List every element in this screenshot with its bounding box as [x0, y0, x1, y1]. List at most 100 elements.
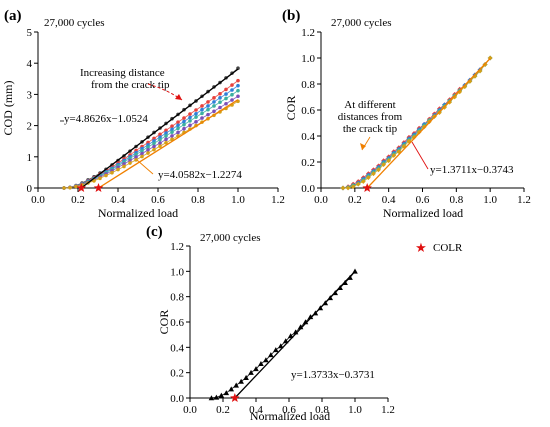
panel-a-data-point: [134, 155, 138, 159]
panel-a-data-point: [134, 152, 138, 157]
panel-a-data-point: [218, 105, 222, 110]
panel-a-fit-label-lower: y=4.0582x−1.2274: [158, 169, 242, 181]
panel-a-data-point: [206, 104, 210, 108]
panel-c-y-tick-label: 0.0: [170, 393, 184, 405]
panel-a-data-point: [128, 158, 132, 163]
panel-c: (c) 27,000 cycles COR Normalized load y=…: [146, 224, 463, 423]
panel-c-x-tick-label: 0.0: [183, 404, 197, 416]
panel-a-data-point: [182, 126, 186, 131]
panel-a-data-point: [224, 101, 228, 106]
panel-b-y-tick-label: 1.0: [301, 53, 315, 65]
panel-a-data-point: [152, 141, 156, 146]
panel-a-x-tick-label: 0.4: [111, 194, 125, 206]
panel-a-data-point: [74, 184, 78, 189]
panel-c-y-tick-label: 0.8: [170, 292, 184, 304]
panel-c-x-tick-label: 0.8: [315, 404, 329, 416]
panel-b-data-point: [350, 184, 356, 190]
panel-a-y-tick-label: 3: [27, 89, 33, 101]
panel-c-data-point: [258, 361, 264, 367]
panel-a-data-point: [152, 144, 156, 149]
panel-b-x-tick-label: 0.6: [416, 194, 430, 206]
panel-a-tag: (a): [4, 8, 22, 24]
panel-a-x-tick-label: 1.0: [231, 194, 245, 206]
panel-b-fit-label: y=1.3711x−0.3743: [430, 164, 514, 176]
panel-a-data-point: [200, 116, 204, 120]
panel-a-fit-line-1: [98, 99, 239, 189]
panel-c-data-point: [268, 352, 274, 358]
panel-a-data-point: [236, 83, 240, 88]
panel-a-data-point: [152, 139, 156, 143]
panel-a-data-point: [164, 137, 168, 142]
panel-c-data-point: [233, 382, 239, 388]
panel-b-tag: (b): [282, 8, 300, 24]
panel-b-x-tick-label: 0.4: [382, 194, 396, 206]
panel-c-y-tick-label: 1.0: [170, 266, 184, 278]
panel-b-data-point: [360, 179, 366, 184]
panel-a-data-point: [158, 144, 162, 148]
panel-a-data-point: [206, 107, 210, 112]
panel-a-data-point: [236, 78, 240, 83]
panel-a-data-point: [140, 151, 144, 156]
panel-a-data-point: [230, 83, 234, 87]
panel-a-data-point: [140, 149, 144, 153]
panel-a-data-point: [200, 104, 204, 108]
panel-a-data-point: [170, 124, 174, 129]
panel-b-data-point: [411, 134, 417, 140]
panel-a-fit-label-upper: y=4.8626x−1.0524: [64, 113, 148, 125]
panel-a-data-point: [194, 108, 198, 112]
panel-c-cycles-note: 27,000 cycles: [200, 232, 260, 244]
panel-b-data-point: [452, 94, 458, 100]
panel-b-colr-star-0: [362, 183, 372, 193]
panel-c-data-point: [208, 395, 215, 401]
panel-a-data-point: [128, 161, 132, 165]
panel-c-colr-star-0: [230, 393, 240, 403]
panel-a-data-point: [104, 173, 108, 178]
panel-a-data-point: [182, 116, 186, 120]
panel-a-data-point: [212, 100, 216, 104]
panel-b-data-point: [457, 89, 463, 95]
panel-a-data-point: [146, 148, 150, 152]
panel-a-data-point: [206, 112, 210, 117]
panel-a-data-point: [164, 128, 168, 133]
panel-a-data-point: [122, 164, 126, 169]
panel-a-x-tick-label: 0.2: [71, 194, 85, 206]
panel-a-data-point: [152, 136, 156, 141]
panel-c-data-point: [218, 392, 225, 398]
panel-a-data-point: [206, 100, 210, 104]
panel-c-data-point: [243, 374, 249, 380]
panel-b-x-tick-label: 1.0: [483, 194, 497, 206]
panel-c-data-point: [228, 386, 235, 392]
panel-c-data-point: [263, 357, 269, 363]
panel-b-data-point: [386, 158, 392, 164]
panel-a-x-tick-label: 0.6: [151, 194, 165, 206]
panel-a-data-point: [218, 96, 222, 100]
panel-c-x-tick-label: 0.2: [216, 404, 230, 416]
panel-b-data-point: [462, 84, 468, 89]
panel-b-ylabel: COR: [284, 96, 298, 121]
panel-a-x-tick-label: 0.0: [31, 194, 45, 206]
panel-a-data-point: [212, 104, 216, 108]
panel-c-data-point: [277, 343, 284, 349]
panel-b-y-tick-label: 0.2: [301, 157, 315, 169]
panel-a-data-point: [182, 122, 186, 127]
panel-b-data-point: [421, 124, 427, 130]
panel-a-data-point: [92, 179, 96, 183]
panel-b: (b) 27,000 cycles COR Normalized load At…: [282, 8, 531, 220]
panel-a-dashed-arrowhead: [175, 94, 182, 100]
panel-a-data-point: [224, 96, 228, 101]
panel-c-data-point: [248, 369, 254, 375]
panel-b-annotation-arrowhead: [360, 143, 366, 150]
panel-a-data-point: [158, 132, 162, 137]
panel-a-data-point: [68, 185, 72, 190]
panel-b-y-tick-label: 0.0: [301, 183, 315, 195]
panel-a-data-point: [230, 92, 234, 97]
legend-star-marker: ★: [415, 240, 427, 255]
panel-a-cycles-note: 27,000 cycles: [44, 17, 104, 29]
panel-b-xlabel: Normalized load: [383, 206, 463, 220]
panel-a-data-point: [146, 140, 150, 145]
panel-a-colr-star-0: [76, 183, 87, 193]
panel-a-data-point: [176, 126, 180, 131]
panel-c-data-point: [273, 347, 279, 353]
panel-a-y-tick-label: 1: [27, 152, 33, 164]
panel-b-x-tick-label: 1.2: [517, 194, 531, 206]
